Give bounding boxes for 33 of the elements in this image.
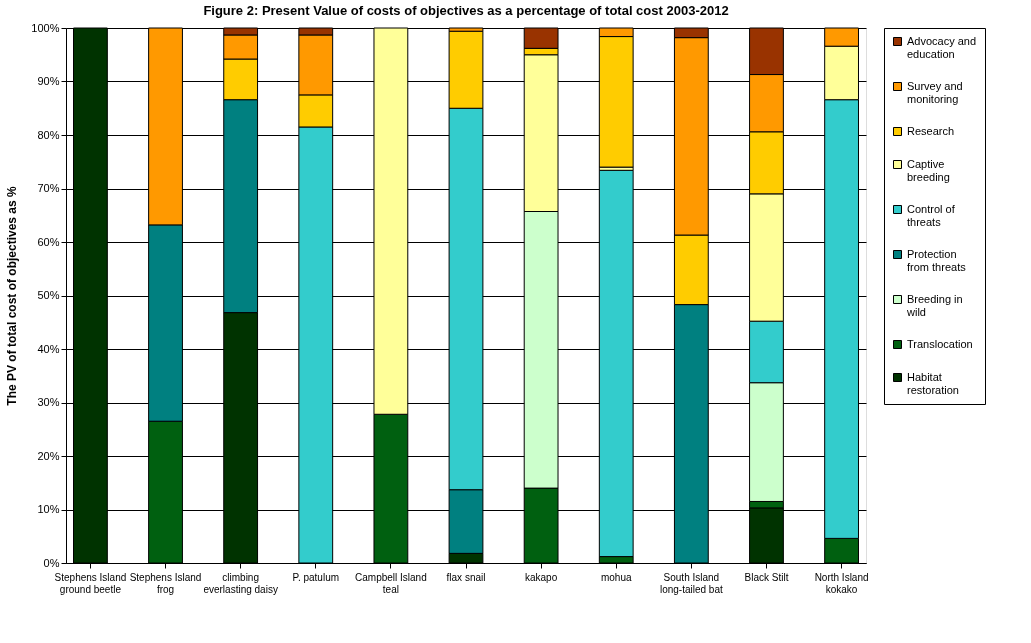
x-tick-label: Campbell Island teal xyxy=(355,571,427,595)
x-tick-label: South Island long-tailed bat xyxy=(659,571,723,595)
legend-label: Captive breeding xyxy=(907,157,950,183)
legend-label: Survey and monitoring xyxy=(907,79,963,105)
y-axis-title: The PV of total cost of objectives as % xyxy=(5,185,20,406)
legend-label: Control of threats xyxy=(907,202,956,228)
legend-label: Advocacy and education xyxy=(907,34,977,60)
x-tick-label: Stephens Island frog xyxy=(129,571,202,595)
y-tick-label: 50% xyxy=(37,289,60,301)
legend-label: Protection from threats xyxy=(907,247,967,273)
legend-label: Translocation xyxy=(907,337,973,350)
x-tick-label: Black Stilt xyxy=(744,571,789,583)
y-tick-label: 40% xyxy=(37,342,60,355)
y-tick-label: 80% xyxy=(37,128,60,141)
y-tick-label: 90% xyxy=(37,75,60,87)
y-tick-label: 70% xyxy=(37,182,60,194)
legend-label: Habitat restoration xyxy=(907,370,959,396)
y-tick-label: 0% xyxy=(43,556,60,569)
y-tick-label: 20% xyxy=(37,449,60,462)
y-tick-label: 30% xyxy=(37,396,60,408)
legend-label: Research xyxy=(907,124,955,137)
y-tick-label: 100% xyxy=(31,21,60,34)
x-tick-label: kakapo xyxy=(524,571,558,583)
y-tick-label: 60% xyxy=(37,235,60,248)
legend-label: Breeding in wild xyxy=(906,292,963,318)
x-tick-label: P. patulum xyxy=(292,571,340,583)
x-tick-label: climbing everlasting daisy xyxy=(203,571,278,595)
y-tick-label: 10% xyxy=(37,503,60,515)
x-tick-label: flax snail xyxy=(446,571,486,583)
x-tick-label: Stephens Island ground beetle xyxy=(54,571,127,595)
x-tick-label: North Island kokako xyxy=(814,571,869,595)
x-tick-label: mohua xyxy=(600,571,632,583)
chart-title: Figure 2: Present Value of costs of objectives as a percentage of total cost 2003-2012 xyxy=(203,3,729,18)
